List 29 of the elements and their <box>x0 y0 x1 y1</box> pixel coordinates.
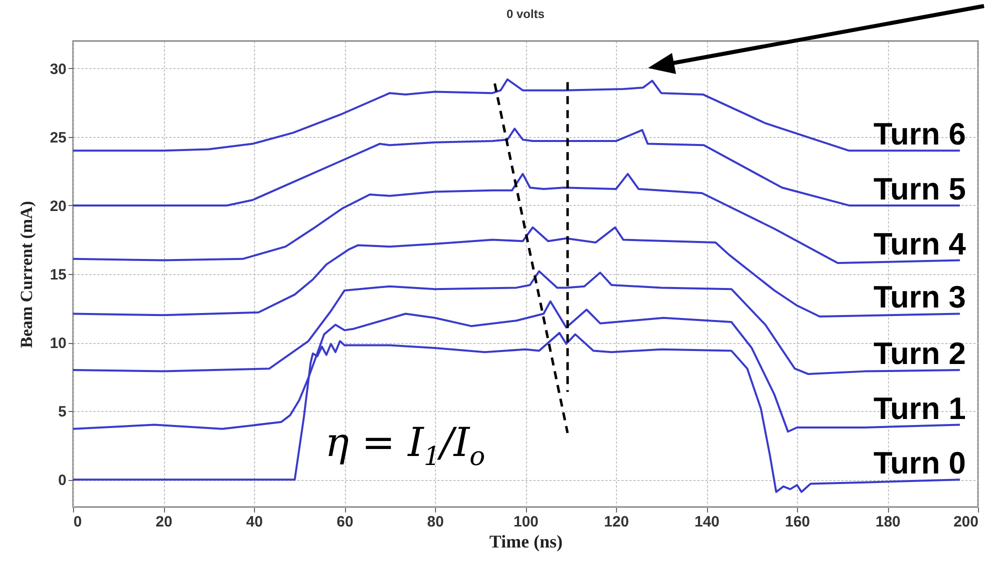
annotation: η = I$_{1}$/I$_{o}$ <box>325 420 486 472</box>
y-tick-label: 0 <box>58 472 66 490</box>
series-label: Turn 0 <box>873 446 966 481</box>
x-tick-label: 100 <box>513 514 539 530</box>
x-tick-label: 180 <box>875 514 901 530</box>
series-label: Turn 6 <box>873 116 966 152</box>
x-tick-label: 20 <box>156 514 172 530</box>
x-tick-label: 140 <box>694 514 720 530</box>
y-tick-label: 25 <box>50 129 66 146</box>
chart-title: 0 volts <box>506 7 545 21</box>
series-label: Turn 1 <box>873 390 966 426</box>
y-tick-label: 10 <box>50 335 66 352</box>
x-tick-label: 120 <box>604 514 630 530</box>
x-tick-label: 0 <box>74 514 82 530</box>
x-tick-label: 160 <box>784 514 810 530</box>
y-tick-label: 15 <box>50 266 66 284</box>
x-axis-title: Time (ns) <box>489 532 563 552</box>
series-label: Turn 4 <box>873 226 967 262</box>
x-tick-label: 80 <box>427 514 444 530</box>
y-axis-title: Beam Current (mA) <box>16 201 36 348</box>
y-tick-label: 30 <box>50 60 66 78</box>
x-tick-label: 60 <box>336 514 354 530</box>
series-label: Turn 5 <box>873 171 966 206</box>
y-tick-label: 5 <box>58 404 66 421</box>
x-tick-label: 40 <box>246 514 263 530</box>
y-tick-label: 20 <box>50 198 66 215</box>
x-tick-label: 200 <box>953 514 978 530</box>
series-label: Turn 3 <box>873 280 966 315</box>
series-label: Turn 2 <box>873 336 966 371</box>
